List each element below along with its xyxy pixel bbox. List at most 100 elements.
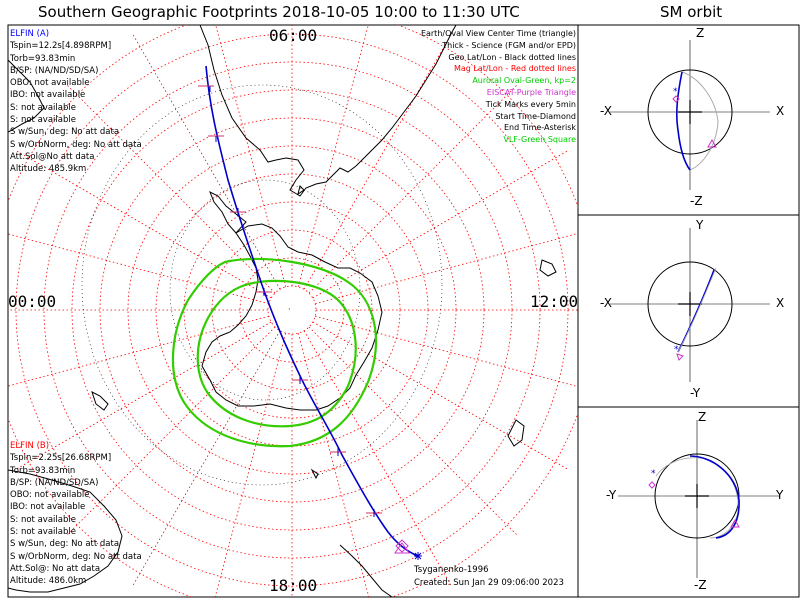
orbit1-top-axis: Z [696,26,705,40]
legend-item: End Time-Asterisk [503,123,576,133]
pole-center-marker: · [288,305,291,314]
legend-item: Thick - Science (FGM and/or EPD) [442,40,576,50]
info-line: S: not available [10,514,76,525]
info-line: S w/Sun, deg: No att data [10,539,120,550]
mag-lon-spoke [308,326,519,537]
info-line: Altitude: 485.9km [10,164,87,175]
mag-lon-spoke [131,32,281,290]
mag-lon-spoke [297,333,370,597]
orbit1-left-axis: -X [600,104,612,118]
info-line: S w/Sun, deg: No att data [10,127,120,138]
islands [91,185,557,480]
orbit3-top-axis: Z [698,410,707,424]
view-center-triangle [394,542,410,554]
legend-item: Start Time-Diamond [495,111,576,121]
mag-lon-spoke [8,315,269,387]
new-zealand-coastline [339,544,393,597]
orbit1-bottom-axis: -Z [690,194,703,208]
orbit3-bottom-axis: -Z [694,578,707,592]
info-line: Att.Sol@: No att data [10,563,101,574]
antarctica-coastline [201,223,383,411]
legend-item: Tick Marks every 5min [485,99,576,109]
orbit-frame [577,24,800,598]
mag-lon-spoke [14,321,272,471]
mag-lon-spoke [8,233,269,305]
mag-lon-spoke [14,149,272,299]
start-diamond [395,539,409,553]
mag-lon-spoke [215,25,287,287]
auroral-oval-inner [196,279,357,428]
track-ticks [198,85,382,514]
legend-item: Mag Lat/Lon - Red dotted lines [453,64,576,74]
svg-text:*: * [651,469,656,479]
antarctic-peninsula [209,190,247,234]
elfin-a-name: ELFIN (A) [10,29,50,39]
orbit3-left-axis: -Y [606,488,617,502]
created-label: Created: Sun Jan 29 09:06:00 2023 [414,578,564,588]
south-america-coastline [199,25,457,197]
orbit2-bottom-axis: -Y [690,386,701,400]
orbit2-left-axis: -X [600,296,612,310]
svg-text:*: * [673,87,678,97]
mag-lon-spoke [214,333,287,597]
mag-lon-spoke [303,32,453,290]
geo-lat-circles [81,84,443,486]
mag-lon-spoke [315,315,578,388]
info-line: B/SP: (NA/ND/SD/SA) [10,477,99,488]
info-line: B/SP: (NA/ND/SD/SA) [10,65,99,76]
info-line: S w/OrbNorm, deg: No att data [10,139,142,150]
track-ticks-blue [209,86,375,517]
end-asterisk [414,552,422,560]
orbit-panel-1: * [610,40,770,190]
svg-text:*: * [674,345,679,355]
mlt-bottom-label: 18:00 [269,576,318,595]
mag-lon-spoke [312,149,570,299]
elfin-a-track [205,65,419,557]
orbit2-right-axis: X [776,296,785,310]
info-line: Tspin=12.2s[4.898RPM] [10,41,112,52]
info-line: OBO: not available [10,78,90,89]
orbit-title: SM orbit [660,3,723,21]
australia-coastline [8,469,123,593]
elfin-b-info: ELFIN (B) Tspin=2.25s[26.68RPM] Torb=93.… [10,440,142,588]
info-line: IBO: not available [10,90,86,101]
info-line: S w/OrbNorm, deg: No att data [10,551,142,562]
mag-lon-spoke [303,330,453,588]
mag-lon-spoke [308,83,519,294]
orbit-panel-3: * [618,420,780,578]
info-line: IBO: not available [10,502,86,513]
mag-lon-spoke [315,232,578,305]
legend-item: Earth/Oval View Center Time (triangle) [420,29,576,38]
legend-item: VLF-Green Square [503,135,576,145]
mlt-right-label: 12:00 [530,292,579,311]
mag-lon-spoke [65,83,276,294]
mlt-left-label: 00:00 [8,292,57,311]
info-line: Att.Sol@No att data [10,151,95,162]
info-line: Altitude: 486.0km [10,576,87,587]
africa-coastline [8,59,45,133]
legend-item: EISCAT-Purple Triangle [486,87,576,97]
orbit2-top-axis: Y [696,218,704,232]
auroral-oval-outer [171,257,377,448]
elfin-a-info: ELFIN (A) Tspin=12.2s[4.898RPM] Torb=93.… [10,28,142,176]
mag-lon-spokes [8,25,578,597]
info-line: S: not available [10,527,76,538]
elfin-b-name: ELFIN (B) [10,441,50,451]
info-line: OBO: not available [10,490,90,501]
info-line: S: not available [10,102,76,113]
legend-item: Geo Lat/Lon - Black dotted lines [448,52,576,62]
info-line: Torb=93.83min [10,53,76,64]
model-label: Tsyganenko-1996 [414,565,489,575]
mlt-top-label: 06:00 [269,26,318,45]
info-line: Tspin=2.25s[26.68RPM] [10,453,112,464]
orbit1-right-axis: X [776,104,785,118]
mag-lon-spoke [131,330,281,588]
info-line: Torb=93.83min [10,465,76,476]
mag-lon-spoke [65,326,276,537]
orbit3-right-axis: Y [776,488,784,502]
map-legend: Earth/Oval View Center Time (triangle) T… [421,28,576,146]
info-line: S: not available [10,115,76,126]
plot-title: Southern Geographic Footprints 2018-10-0… [38,3,520,21]
mag-lon-spoke [297,25,369,287]
